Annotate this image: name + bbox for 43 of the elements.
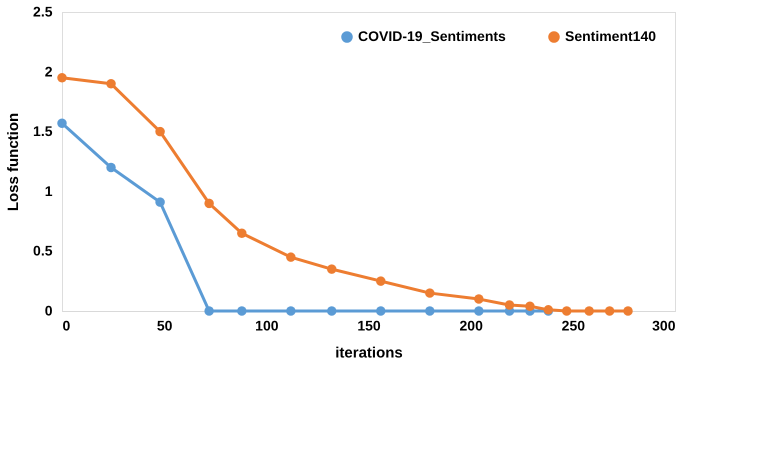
point — [474, 294, 484, 304]
point — [474, 306, 484, 316]
point — [106, 79, 116, 88]
point — [425, 288, 435, 298]
point — [504, 300, 514, 310]
point — [204, 306, 214, 316]
legend-label: Sentiment140 — [565, 28, 656, 44]
x-tick-label: 250 — [562, 318, 586, 334]
y-tick-label: 1 — [44, 182, 53, 199]
point — [286, 306, 296, 316]
point — [623, 306, 633, 316]
y-tick-label: 2.5 — [33, 4, 53, 20]
y-axis-title: Loss function — [5, 112, 22, 212]
x-tick-label: 0 — [62, 318, 70, 334]
point — [584, 306, 594, 316]
x-tick-label: 200 — [459, 318, 484, 334]
x-tick-label: 300 — [652, 318, 676, 334]
y-tick-label: 2 — [44, 63, 53, 80]
x-tick-label: 50 — [156, 318, 173, 334]
x-axis-title: iterations — [335, 344, 403, 362]
y-tick-label: 0.5 — [33, 242, 53, 259]
point — [376, 276, 386, 286]
point — [425, 306, 435, 316]
point — [155, 126, 165, 136]
point — [237, 306, 247, 316]
point — [57, 73, 67, 83]
point — [155, 197, 165, 207]
x-tick-label: 100 — [255, 318, 279, 334]
point — [525, 301, 535, 311]
point — [106, 162, 116, 172]
legend-label: COVID-19_Sentiments — [358, 28, 506, 44]
point — [326, 306, 336, 316]
point — [326, 264, 336, 274]
point — [604, 306, 614, 316]
y-tick-label: 0 — [44, 302, 53, 318]
point — [286, 252, 296, 262]
point — [57, 118, 67, 128]
point — [237, 228, 247, 238]
point — [204, 198, 214, 208]
y-tick-label: 1.5 — [33, 123, 53, 140]
point — [562, 306, 572, 316]
point — [376, 306, 386, 316]
x-tick-label: 150 — [357, 318, 381, 334]
